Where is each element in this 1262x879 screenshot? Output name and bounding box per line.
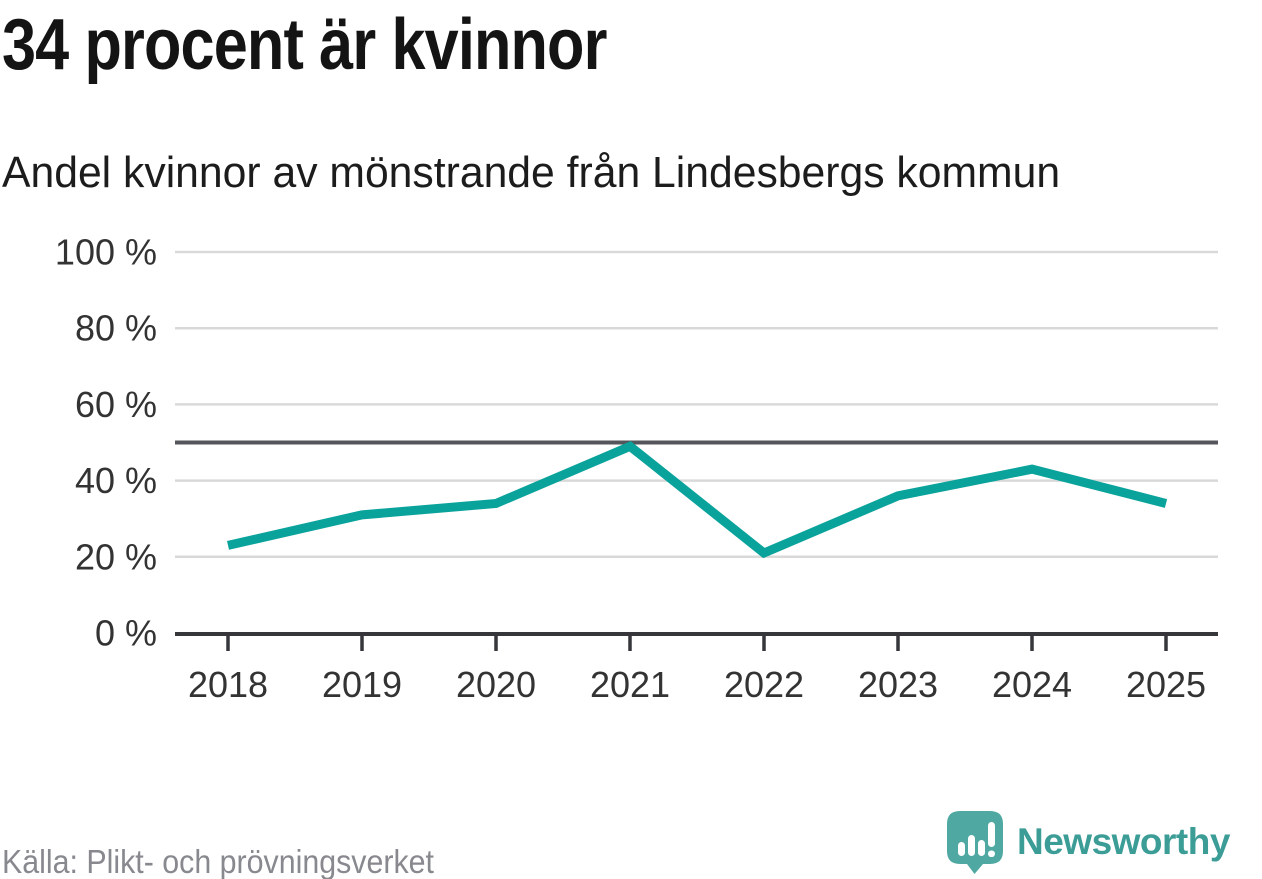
y-axis-labels: 0 % 20 % 40 % 60 % 80 % 100 % (55, 232, 157, 654)
newsworthy-logo-icon (947, 810, 1003, 874)
y-tick-label: 80 % (75, 308, 157, 349)
x-tick-label: 2023 (858, 664, 938, 705)
x-tick-label: 2020 (456, 664, 536, 705)
x-tick-label: 2021 (590, 664, 670, 705)
x-tick-label: 2019 (322, 664, 402, 705)
y-tick-label: 40 % (75, 460, 157, 501)
x-tick-label: 2024 (992, 664, 1072, 705)
y-tick-label: 100 % (55, 232, 157, 273)
x-axis: 2018 2019 2020 2021 2022 2023 2024 2025 (175, 632, 1218, 705)
line-chart: 0 % 20 % 40 % 60 % 80 % 100 % 2018 2019 2020 2021… (55, 232, 1218, 705)
chart-title: 34 procent är kvinnor (2, 5, 607, 85)
y-gridlines (175, 250, 1218, 559)
chart-subtitle: Andel kvinnor av mönstrande från Lindesb… (2, 148, 1061, 197)
data-line-andel-kvinnor (227, 441, 1168, 559)
source-note: Källa: Plikt- och prövningsverket (2, 843, 434, 879)
x-tick-label: 2018 (188, 664, 268, 705)
y-tick-label: 20 % (75, 536, 157, 577)
newsworthy-wordmark: Newsworthy (1017, 821, 1230, 862)
y-tick-label: 0 % (95, 613, 157, 654)
newsworthy-logo: Newsworthy (947, 810, 1230, 874)
x-tick-label: 2025 (1126, 664, 1206, 705)
y-tick-label: 60 % (75, 384, 157, 425)
x-tick-label: 2022 (724, 664, 804, 705)
bar-chart-exclamation-glyph (958, 821, 995, 857)
